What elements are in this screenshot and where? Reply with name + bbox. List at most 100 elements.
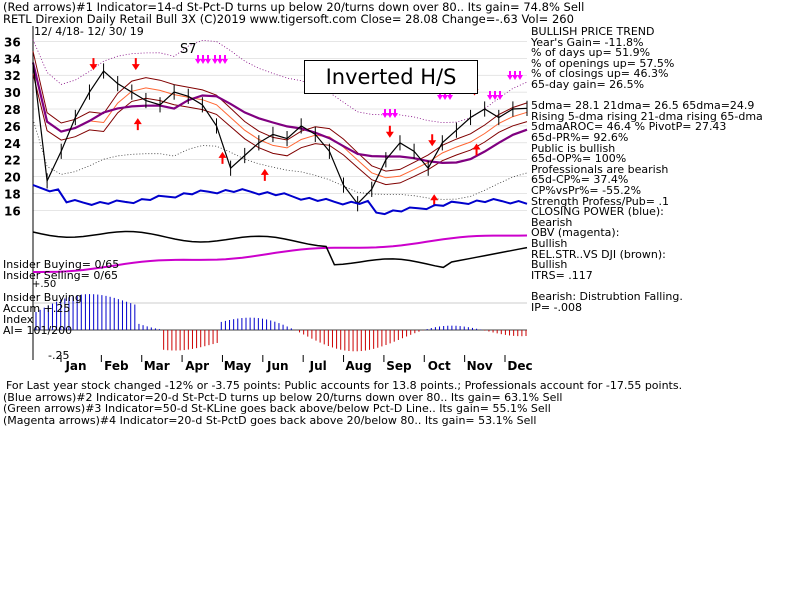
magenta-arrow [442, 91, 448, 100]
magenta-arrow [387, 109, 393, 118]
price-series-line [32, 62, 528, 205]
y-tick-label: 16 [4, 204, 21, 218]
y-tick-label: 24 [4, 137, 21, 151]
side-panel-line: % of closings up= 46.3% [531, 67, 669, 81]
inverted-hs-annotation: Inverted H/S [304, 60, 478, 94]
side-panel-line: Strength Profess/Pub= .1 [531, 194, 669, 208]
x-tick-label: Aug [345, 359, 371, 373]
y-tick-label: 20 [4, 171, 21, 185]
magenta-arrow [447, 91, 453, 100]
side-panel-line: CLOSING POWER (blue): [531, 205, 664, 219]
magenta-arrow [497, 91, 503, 100]
side-panel-line: 65d-OP%= 100% [531, 152, 627, 166]
insider-buying-2: Insider Buying [3, 291, 82, 304]
red-up-arrow [472, 143, 481, 156]
ma21-line [32, 62, 528, 179]
x-tick-label: Jan [64, 359, 86, 373]
y-tick-label: 28 [4, 103, 21, 117]
upper-lower-envelope [32, 39, 528, 200]
y-axis-ticks: 16 18 20 22 24 26 28 30 32 34 36 [4, 35, 21, 218]
ai-label: AI= 101/200 [3, 324, 73, 337]
red-down-arrow [131, 58, 140, 71]
side-panel-line: % of days up= 51.9% [531, 46, 651, 60]
side-panel-line: 65d-PR%= 92.6% [531, 131, 629, 144]
magenta-arrow [507, 71, 513, 80]
magenta-arrow [487, 91, 493, 100]
x-tick-label: Oct [428, 359, 451, 373]
y-tick-label: 22 [4, 154, 21, 168]
obv-line [33, 234, 528, 273]
insider-selling: Insider Selling= 0/65 [3, 269, 119, 282]
red-down-arrow [428, 134, 437, 147]
side-panel-line: Bullish [531, 237, 568, 250]
side-panel-line: 5dma= 28.1 21dma= 26.5 65dma=24.9 [531, 99, 755, 113]
side-panel-line: Public is bullish [531, 141, 616, 155]
magenta-arrow [205, 55, 211, 64]
magenta-arrow [217, 55, 223, 64]
side-panel-line: Professionals are bearish [531, 162, 669, 176]
lower-band [32, 73, 528, 186]
side-panel-line: Bearish: Distrubtion Falling. [531, 290, 683, 303]
insider-val: +.50 [32, 279, 57, 290]
magenta-arrow [222, 55, 228, 64]
red-down-arrow [89, 58, 98, 71]
side-panel-line: CP%vsPr%= -55.2% [531, 184, 642, 197]
y-tick-label: 32 [4, 69, 21, 83]
side-panel-line: % of openings up= 57.5% [531, 56, 675, 70]
magenta-arrow [512, 71, 518, 80]
red-up-arrow [260, 168, 269, 181]
side-panel-line: Bearish [531, 215, 573, 229]
rel-str-series [32, 230, 528, 269]
y-tick-label: 30 [4, 86, 21, 100]
rel-str-line [32, 230, 528, 269]
side-panel-line: OBV (magenta): [531, 226, 620, 240]
red-up-arrow [133, 118, 142, 131]
footer-line: (Green arrows)#3 Indicator=50-d St-KLine… [3, 402, 551, 415]
price-grid [32, 26, 527, 360]
x-tick-label: Jul [309, 359, 327, 373]
red-down-arrow [385, 125, 394, 138]
price-line [32, 54, 528, 212]
side-panel-line: IP= -.008 [531, 300, 583, 314]
side-panel-line: 65-day gain= 26.5% [531, 78, 645, 91]
x-tick-label: Nov [467, 359, 493, 373]
footer-line: (Magenta arrows)#4 Indicator=20-d St-Pct… [3, 413, 537, 427]
accum-label: Accum +.25 [3, 302, 71, 315]
side-panel-line: ITRS= .117 [531, 268, 593, 282]
side-panel-line: REL.STR..VS DJI (brown): [531, 247, 666, 261]
side-panel-line: BULLISH PRICE TREND [531, 25, 655, 38]
magenta-arrow [492, 91, 498, 100]
footer-line: For Last year stock changed -12% or -3.7… [6, 379, 683, 392]
closing-power-line [32, 184, 528, 216]
magenta-arrow [382, 109, 388, 118]
x-tick-label: Sep [386, 359, 412, 373]
upper-band [32, 51, 528, 172]
side-panel-line: Bullish [531, 258, 568, 272]
y-tick-label: 18 [4, 188, 21, 202]
magenta-arrow [195, 55, 201, 64]
side-panel-line: 5dmaAROC= 46.4 % PivotP= 27.43 [531, 120, 727, 134]
magenta-arrow [392, 109, 398, 118]
y-tick-label: 36 [4, 35, 21, 49]
y-tick-label: 34 [4, 52, 21, 66]
lower-envelope [32, 119, 528, 200]
x-axis-ticks: Jan Feb Mar Apr May Jun Jul Aug Sep Oct Nov Dec [60, 355, 533, 373]
side-panel-line: 65d-CP%= 37.4% [531, 173, 629, 187]
upper-envelope [32, 39, 528, 124]
accumulation-histogram [33, 294, 527, 352]
magenta-arrow [200, 55, 206, 64]
x-tick-label: Jun [266, 359, 289, 373]
x-tick-label: Mar [144, 359, 170, 373]
s7-label: S7 [180, 42, 197, 57]
index-label: Index [3, 313, 34, 326]
y-tick-label: 26 [4, 120, 21, 134]
x-tick-label: Apr [185, 359, 209, 373]
red-up-arrow [218, 151, 227, 164]
side-panel-line: Year's Gain= -11.8% [531, 35, 644, 49]
side-panel-line: Rising 5-dma rising 21-dma rising 65-dma [531, 109, 763, 123]
closing-power-series [32, 184, 528, 216]
footer-line: (Blue arrows)#2 Indicator=20-d St-Pct-D … [3, 390, 563, 404]
red-up-arrow [430, 194, 439, 207]
magenta-arrow [437, 91, 443, 100]
